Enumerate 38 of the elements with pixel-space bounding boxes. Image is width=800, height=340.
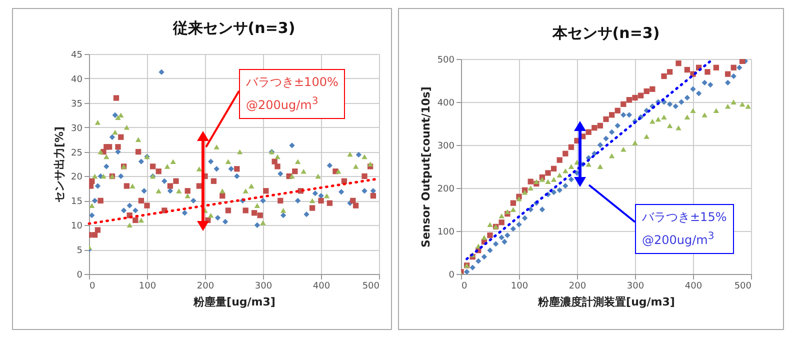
- y-tick-label: 200: [437, 184, 455, 194]
- chart-title: 従来センサ(n=3): [172, 19, 296, 37]
- x-tick-label: 500: [734, 282, 752, 292]
- y-axis-title: Sensor Output[count/10s]: [419, 86, 432, 248]
- x-tick-label: 300: [626, 282, 644, 292]
- x-tick-label: 400: [684, 282, 702, 292]
- y-tick-label: 10: [71, 222, 83, 232]
- x-tick-label: 200: [568, 282, 586, 292]
- y-axis-title: センサ出力[%]: [53, 126, 66, 203]
- x-tick-label: 100: [138, 282, 156, 292]
- chart-title: 本センサ(n=3): [551, 24, 660, 42]
- x-tick-label: 500: [362, 282, 380, 292]
- y-tick-label: 45: [71, 50, 82, 60]
- annotation: @200ug/m$^{3}$: [246, 95, 320, 114]
- y-tick-label: 0: [448, 270, 455, 280]
- x-axis-title: 粉塵量[ug/m3]: [192, 296, 276, 308]
- y-tick-label: 15: [71, 197, 82, 208]
- y-tick-label: 0: [76, 270, 83, 280]
- y-tick-label: 30: [71, 124, 83, 134]
- x-tick-label: 0: [90, 282, 96, 292]
- x-axis-title: 粉塵濃度計測装置[ug/m3]: [537, 296, 675, 308]
- annotation: バラつき±15%: [642, 209, 727, 226]
- annotation: @200ug/m$^{3}$: [642, 230, 716, 249]
- x-tick-label: 0: [462, 282, 468, 292]
- x-tick-label: 100: [510, 282, 528, 292]
- y-tick-label: 35: [71, 99, 82, 110]
- x-tick-label: 300: [254, 282, 272, 292]
- y-tick-label: 5: [76, 246, 82, 256]
- x-tick-label: 200: [196, 282, 214, 292]
- y-tick-label: 20: [71, 172, 83, 183]
- y-tick-label: 400: [437, 98, 455, 108]
- y-tick-label: 500: [437, 56, 455, 66]
- y-tick-label: 40: [71, 74, 83, 85]
- x-tick-label: 400: [312, 282, 330, 292]
- annotation: バラつき±100%: [246, 74, 338, 91]
- y-tick-label: 300: [437, 142, 455, 152]
- y-tick-label: 100: [437, 228, 455, 238]
- y-tick-label: 25: [71, 148, 82, 158]
